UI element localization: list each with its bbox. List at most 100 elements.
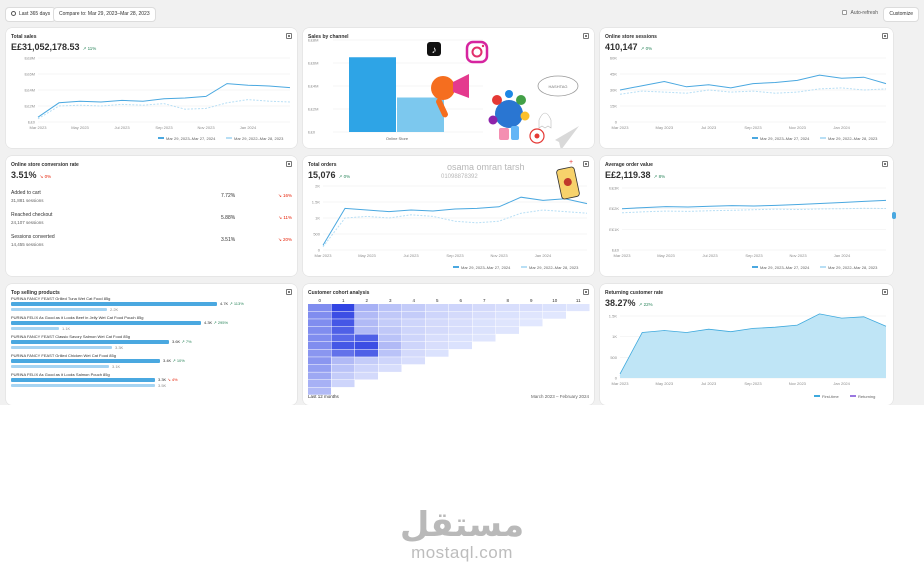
cohort-cell [355, 334, 378, 342]
cohort-column-label: 5 [436, 298, 439, 303]
x-tick-label: Sep 2023 [155, 125, 173, 130]
card-menu-icon[interactable] [882, 289, 888, 295]
card-title: Online store conversion rate [11, 162, 79, 168]
product-row[interactable]: PURINA FANCY FEAST Grilled Tuna Wet Cat … [11, 296, 292, 314]
product-bar-previous [11, 384, 155, 387]
watermark-area: مستقل mostaql.com [0, 405, 924, 573]
sparkle-icon: + [569, 159, 573, 166]
cohort-cell [308, 387, 331, 395]
date-range-button[interactable]: Last 365 days [6, 8, 56, 21]
funnel-sessions: 24,107 sessions [11, 220, 44, 225]
funnel-row: Sessions converted 14,455 sessions 3.51%… [11, 234, 292, 256]
product-bar [11, 378, 155, 382]
x-tick-label: May 2023 [656, 125, 674, 130]
card-menu-icon[interactable] [286, 289, 292, 295]
auto-refresh-toggle[interactable]: Auto-refresh [842, 10, 878, 16]
product-row[interactable]: PURINA FELIX As Good as it Looks Beef in… [11, 315, 292, 333]
x-tick-label: Sep 2023 [446, 253, 464, 258]
card-title: Total sales [11, 34, 37, 40]
legend-swatch [752, 266, 758, 268]
y-tick-label: E£3K [609, 186, 619, 191]
product-row[interactable]: PURINA FELIX As Good as it Looks Salmon … [11, 372, 292, 390]
card-sales-by-channel[interactable]: Sales by channel E£8M E£6M E£4M E£2M E£0 Onli… [303, 28, 594, 148]
cohort-column-label: 0 [318, 298, 321, 303]
checkbox-icon [842, 10, 848, 15]
calendar-icon [11, 11, 16, 16]
y-tick-label: E£4M [25, 88, 35, 93]
product-bar-previous [11, 327, 59, 330]
product-prev-value: 3.5K [158, 383, 167, 388]
cohort-cell [425, 342, 449, 350]
cohort-cell [449, 342, 472, 350]
cohort-cell [378, 311, 402, 319]
card-cohort-analysis[interactable]: Customer cohort analysis 0 1 2 3 4 5 6 7 8 9 10 11 … [303, 284, 594, 405]
cohort-cell [308, 380, 331, 388]
product-bar [11, 340, 169, 344]
x-tick-label: Nov 2023 [789, 125, 807, 130]
cohort-cell [449, 334, 472, 342]
delta-badge: ↗ 22% [638, 302, 653, 307]
card-conversion-rate[interactable]: Online store conversion rate 3.51% ↘ 0% A… [6, 156, 297, 276]
x-tick-label: Nov 2023 [789, 253, 807, 258]
legend-swatch [850, 395, 856, 397]
product-bar-previous [11, 308, 107, 311]
card-menu-icon[interactable] [583, 33, 589, 39]
svg-text:+: + [569, 159, 573, 166]
cohort-column-label: 11 [576, 298, 581, 303]
cohort-cell [308, 349, 331, 357]
y-tick-label: E£6M [308, 61, 318, 66]
compare-button[interactable]: Compare to: Mar 29, 2023–Mar 28, 2023 [54, 8, 155, 21]
x-tick-label: May 2023 [71, 125, 89, 130]
card-sessions[interactable]: Online store sessions 410,147 ↗ 0% 60K 45K… [600, 28, 893, 148]
sales-by-channel-chart: E£8M E£6M E£4M E£2M E£0 Online Store [308, 38, 483, 141]
scroll-handle[interactable] [892, 212, 896, 219]
card-value: 38.27% ↗ 22% [605, 298, 653, 308]
cohort-cell [543, 311, 566, 319]
card-title: Top selling products [11, 290, 60, 296]
cohort-cell [378, 364, 402, 372]
cohort-heatmap: 0 1 2 3 4 5 6 7 8 9 10 11 [308, 298, 590, 395]
cohort-cell [331, 319, 355, 327]
card-title: Customer cohort analysis [308, 290, 370, 296]
cohort-cell [519, 304, 543, 312]
card-total-orders[interactable]: Total orders 15,076 ↗ 0% 2K 1.5K 1K 500 0 Mar … [303, 156, 594, 276]
x-tick-label: Jan 2024 [833, 381, 850, 386]
card-menu-icon[interactable] [583, 161, 589, 167]
funnel-row: Added to cart 31,881 sessions 7.72% ↘ 16… [11, 190, 292, 212]
legend-swatch [521, 266, 527, 268]
series-line [619, 74, 887, 91]
customize-button[interactable]: Customize [884, 8, 918, 21]
legend-label: Mar 29, 2022–Mar 28, 2023 [828, 136, 878, 141]
card-top-products[interactable]: Top selling products PURINA FANCY FEAST … [6, 284, 297, 405]
product-value: 4.3K ↗ 295% [204, 320, 229, 325]
card-menu-icon[interactable] [583, 289, 589, 295]
legend-swatch [820, 266, 826, 268]
y-tick-label: 1K [315, 216, 320, 221]
x-tick-label: Jan 2024 [240, 125, 257, 130]
card-menu-icon[interactable] [882, 33, 888, 39]
product-row[interactable]: PURINA FANCY FEAST Grilled Chicken Wet C… [11, 353, 292, 371]
product-row[interactable]: PURINA FANCY FEAST Classic Savory Salmon… [11, 334, 292, 352]
cohort-cell [449, 311, 472, 319]
x-tick-label: Mar 2023 [614, 253, 632, 258]
series-line [619, 87, 887, 95]
watermark-latin: mostaql.com [411, 543, 513, 562]
card-average-order-value[interactable]: Average order value E£2,119.38 ↗ 8% E£3K E… [600, 156, 893, 276]
cohort-cell [378, 319, 402, 327]
y-tick-label: 60K [610, 56, 617, 61]
card-menu-icon[interactable] [286, 33, 292, 39]
series-line [619, 313, 887, 375]
cohort-cell [331, 372, 355, 380]
social-media-collage: ♪ HASHTAG [427, 40, 579, 148]
product-prev-value: 3.1K [112, 364, 121, 369]
cohort-cell [355, 349, 378, 357]
card-menu-icon[interactable] [286, 161, 292, 167]
card-menu-icon[interactable] [882, 161, 888, 167]
cohort-cell [308, 326, 331, 334]
card-returning-rate[interactable]: Returning customer rate 38.27% ↗ 22% 1.5K… [600, 284, 893, 405]
series-line [621, 207, 887, 214]
cohort-cell [402, 342, 425, 350]
card-total-sales[interactable]: Total sales E£31,052,178.53 ↗ 11% E£8M E£6… [6, 28, 297, 148]
cohort-cell [378, 304, 402, 312]
